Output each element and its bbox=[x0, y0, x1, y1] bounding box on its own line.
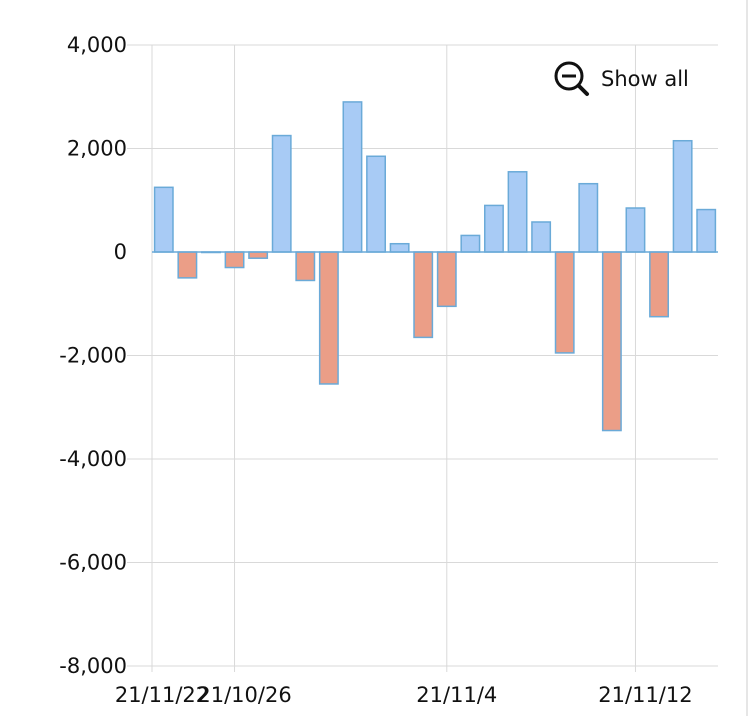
bar bbox=[625, 207, 646, 253]
bars bbox=[153, 101, 717, 432]
bar bbox=[413, 251, 434, 339]
bar bbox=[531, 221, 552, 253]
y-tick-label: -6,000 bbox=[59, 551, 127, 575]
y-tick-label: 4,000 bbox=[67, 33, 127, 57]
y-tick-label: -8,000 bbox=[59, 654, 127, 678]
y-tick-label: 2,000 bbox=[67, 137, 127, 161]
x-tick-label: 21/11/4 bbox=[416, 683, 497, 707]
bar bbox=[153, 186, 174, 253]
bar bbox=[578, 182, 599, 253]
y-tick-label: -2,000 bbox=[59, 344, 127, 368]
bar bbox=[554, 251, 575, 354]
bar bbox=[177, 251, 198, 279]
bar bbox=[460, 234, 481, 253]
x-tick-label: 21/10/26 bbox=[197, 683, 291, 707]
grid bbox=[127, 44, 718, 672]
zoom-out-icon bbox=[554, 61, 589, 96]
bar bbox=[649, 251, 669, 318]
y-tick-label: -4,000 bbox=[59, 447, 127, 471]
axes: 4,000 2,000 0 -2,000 -4,000 -6,000 -8,000 21/10… bbox=[59, 33, 718, 707]
bar bbox=[507, 171, 528, 253]
x-tick-label: 21/11/12 bbox=[598, 683, 692, 707]
bar bbox=[342, 101, 363, 253]
y-tick-label: 0 bbox=[114, 240, 127, 264]
bar bbox=[436, 251, 457, 308]
bar bbox=[696, 208, 717, 253]
bar bbox=[366, 155, 386, 253]
bar bbox=[224, 251, 245, 269]
bar bbox=[318, 251, 339, 385]
bar bbox=[672, 139, 693, 253]
bar bbox=[295, 251, 316, 282]
bar bbox=[601, 251, 622, 432]
bar bbox=[389, 242, 410, 253]
bar bbox=[484, 204, 504, 253]
show-all-label: Show all bbox=[601, 67, 689, 91]
show-all-button[interactable]: Show all bbox=[553, 60, 689, 98]
x-tick-label: 21/11/22 bbox=[115, 683, 209, 707]
bar bbox=[248, 251, 269, 259]
bar bbox=[271, 134, 292, 253]
